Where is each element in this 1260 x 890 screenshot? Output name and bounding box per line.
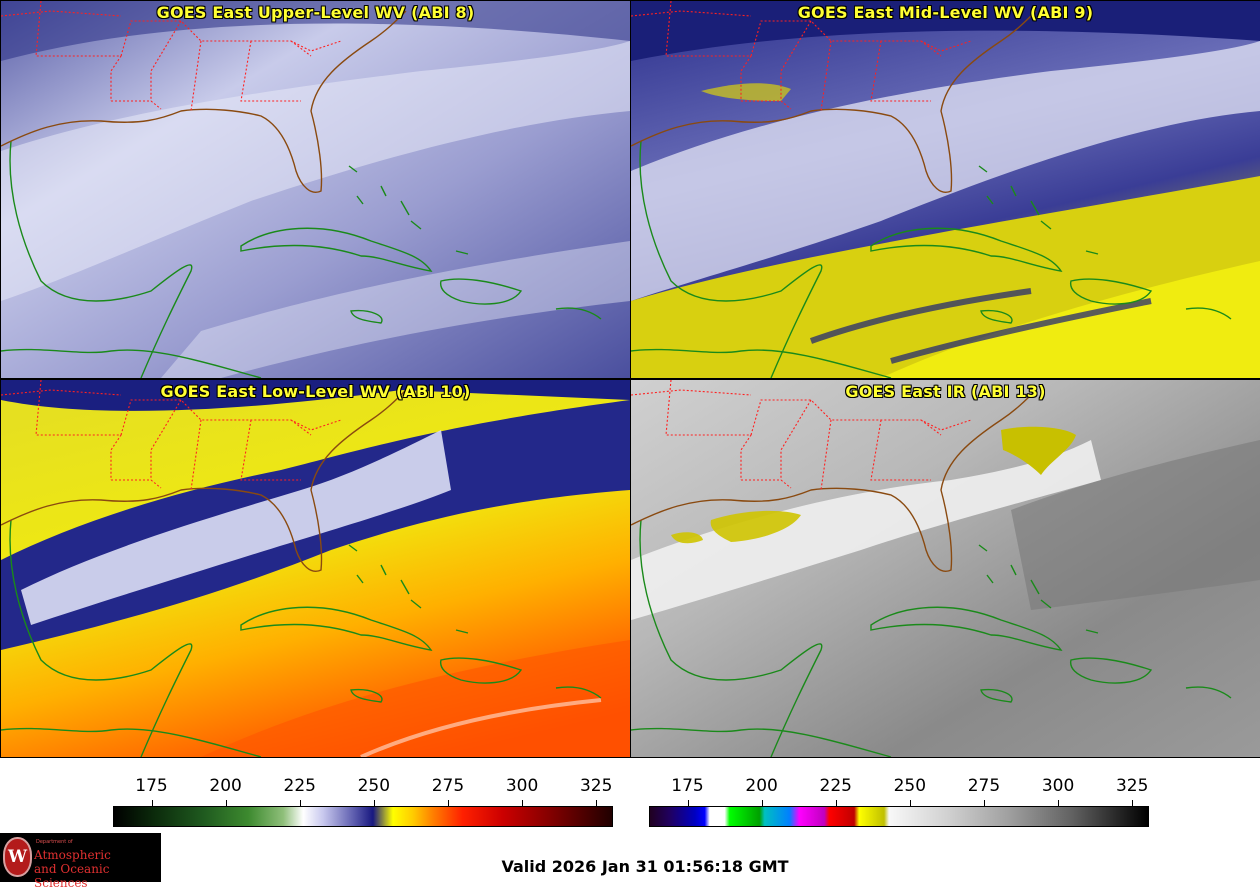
ir-colorbar: 175 200 225 250 275 300 325	[646, 772, 1152, 832]
wv-colorbar-tick-label: 225	[283, 776, 316, 796]
wv-colorbar-tick-label: 275	[431, 776, 465, 796]
panel-upper-level-wv: GOES East Upper-Level WV (ABI 8)	[0, 0, 631, 379]
panel-title-ir: GOES East IR (ABI 13)	[845, 382, 1046, 401]
wv-colorbar-tick-label: 325	[579, 776, 613, 796]
wv-colorbar-tick-label: 175	[135, 776, 168, 796]
ir-colorbar-tick-mark	[1132, 800, 1134, 806]
valid-time: Valid 2026 Jan 31 01:56:18 GMT	[501, 857, 789, 876]
panel-mid-level-wv: GOES East Mid-Level WV (ABI 9)	[630, 0, 1260, 379]
wv-colorbar-gradient	[113, 806, 613, 827]
ir-colorbar-tick-label: 200	[745, 776, 778, 796]
ir-image	[631, 380, 1260, 757]
ir-colorbar-tick-label: 325	[1115, 776, 1149, 796]
ir-colorbar-tick-label: 175	[671, 776, 704, 796]
wv-colorbar-tick-label: 300	[505, 776, 539, 796]
wv-colorbar-tick-mark	[299, 800, 301, 806]
logo-dept-text: Department of	[36, 839, 73, 845]
panel-ir: GOES East IR (ABI 13)	[630, 379, 1260, 758]
wv-colorbar-tick-mark	[151, 800, 153, 806]
ir-colorbar-ticks: 175 200 225 250 275 300 325	[646, 772, 1152, 806]
wv-mid-image	[631, 1, 1260, 378]
wv-colorbar-tick-label: 250	[357, 776, 391, 796]
ir-colorbar-tick-label: 275	[967, 776, 1001, 796]
ir-colorbar-tick-mark	[761, 800, 763, 806]
panel-title-mid-wv: GOES East Mid-Level WV (ABI 9)	[797, 3, 1094, 22]
wv-upper-image	[1, 1, 630, 378]
ir-colorbar-gradient	[649, 806, 1149, 827]
ir-colorbar-tick-label: 250	[893, 776, 927, 796]
ir-colorbar-tick-mark	[1058, 800, 1060, 806]
wv-low-image	[1, 380, 630, 757]
ir-colorbar-tick-mark	[835, 800, 837, 806]
logo-line1: Atmospheric	[34, 848, 111, 862]
ir-colorbar-tick-mark	[909, 800, 911, 806]
uw-seal-icon: W	[3, 837, 32, 877]
ir-colorbar-tick-mark	[687, 800, 689, 806]
ir-colorbar-tick-label: 225	[819, 776, 852, 796]
panel-title-low-wv: GOES East Low-Level WV (ABI 10)	[160, 382, 471, 401]
ir-colorbar-tick-label: 300	[1041, 776, 1075, 796]
wv-colorbar-tick-mark	[447, 800, 449, 806]
wv-colorbar-tick-label: 200	[209, 776, 242, 796]
ir-colorbar-tick-mark	[983, 800, 985, 806]
wv-colorbar: 175 200 225 250 275 300 325	[110, 772, 616, 832]
panel-low-level-wv: GOES East Low-Level WV (ABI 10)	[0, 379, 631, 758]
wv-colorbar-tick-mark	[225, 800, 227, 806]
wv-colorbar-tick-mark	[373, 800, 375, 806]
panel-title-upper-wv: GOES East Upper-Level WV (ABI 8)	[156, 3, 475, 22]
wv-colorbar-tick-mark	[596, 800, 598, 806]
wv-colorbar-ticks: 175 200 225 250 275 300 325	[110, 772, 616, 806]
wv-colorbar-tick-mark	[522, 800, 524, 806]
